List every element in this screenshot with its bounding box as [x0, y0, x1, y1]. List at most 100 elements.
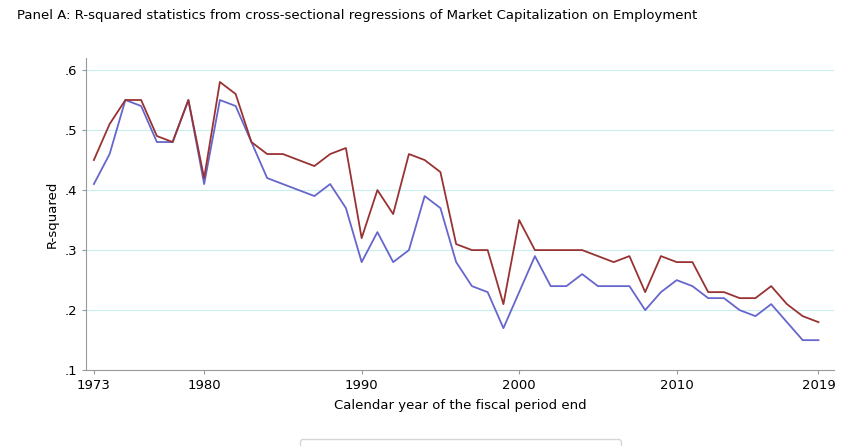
Industrial Firms	[609, 284, 619, 289]
Industrial Firms	[246, 139, 256, 145]
Public Firms	[310, 163, 320, 169]
Industrial Firms	[782, 319, 792, 325]
Industrial Firms	[687, 284, 697, 289]
Industrial Firms	[120, 97, 131, 103]
Public Firms	[482, 248, 493, 253]
Public Firms	[514, 217, 525, 223]
Public Firms	[357, 235, 367, 241]
Public Firms	[325, 151, 335, 157]
Industrial Firms	[467, 284, 477, 289]
Text: Panel A: R-squared statistics from cross-sectional regressions of Market Capital: Panel A: R-squared statistics from cross…	[17, 9, 697, 22]
Industrial Firms	[719, 295, 729, 301]
Public Firms	[104, 121, 114, 127]
Public Firms	[593, 253, 603, 259]
Industrial Firms	[766, 301, 777, 307]
Public Firms	[814, 319, 824, 325]
Industrial Firms	[199, 182, 209, 187]
Industrial Firms	[562, 284, 572, 289]
Industrial Firms	[545, 284, 556, 289]
Industrial Firms	[593, 284, 603, 289]
Public Firms	[451, 241, 461, 247]
Public Firms	[388, 211, 398, 217]
Industrial Firms	[703, 295, 713, 301]
Industrial Firms	[734, 307, 745, 313]
Industrial Firms	[498, 326, 508, 331]
Public Firms	[545, 248, 556, 253]
Industrial Firms	[293, 187, 304, 193]
Industrial Firms	[750, 314, 760, 319]
Industrial Firms	[89, 182, 99, 187]
Public Firms	[766, 284, 777, 289]
Public Firms	[341, 145, 351, 151]
Industrial Firms	[215, 97, 225, 103]
Public Firms	[199, 175, 209, 181]
Public Firms	[797, 314, 808, 319]
Industrial Firms	[278, 182, 288, 187]
Public Firms	[215, 79, 225, 85]
Public Firms	[293, 157, 304, 163]
Public Firms	[467, 248, 477, 253]
Industrial Firms	[530, 253, 540, 259]
Public Firms	[719, 289, 729, 295]
Public Firms	[687, 260, 697, 265]
Industrial Firms	[168, 139, 178, 145]
Public Firms	[372, 187, 383, 193]
Industrial Firms	[672, 277, 682, 283]
Industrial Firms	[325, 182, 335, 187]
Public Firms	[624, 253, 635, 259]
Industrial Firms	[403, 248, 414, 253]
Public Firms	[577, 248, 587, 253]
Industrial Firms	[577, 272, 587, 277]
Industrial Firms	[183, 97, 194, 103]
Industrial Firms	[514, 289, 525, 295]
Industrial Firms	[482, 289, 493, 295]
Industrial Firms	[656, 289, 667, 295]
Industrial Firms	[797, 338, 808, 343]
Public Firms	[640, 289, 650, 295]
Industrial Firms	[388, 260, 398, 265]
Public Firms	[120, 97, 131, 103]
Public Firms	[530, 248, 540, 253]
Industrial Firms	[435, 206, 445, 211]
Public Firms	[498, 301, 508, 307]
Public Firms	[151, 133, 162, 139]
Public Firms	[782, 301, 792, 307]
Public Firms	[672, 260, 682, 265]
Industrial Firms	[262, 175, 273, 181]
Industrial Firms	[814, 338, 824, 343]
Public Firms	[703, 289, 713, 295]
Industrial Firms	[451, 260, 461, 265]
Industrial Firms	[310, 194, 320, 199]
Public Firms	[89, 157, 99, 163]
Industrial Firms	[357, 260, 367, 265]
Public Firms	[278, 151, 288, 157]
X-axis label: Calendar year of the fiscal period end: Calendar year of the fiscal period end	[334, 399, 587, 412]
Industrial Firms	[136, 103, 146, 109]
Public Firms	[562, 248, 572, 253]
Industrial Firms	[640, 307, 650, 313]
Industrial Firms	[151, 139, 162, 145]
Public Firms	[609, 260, 619, 265]
Industrial Firms	[341, 206, 351, 211]
Public Firms	[435, 169, 445, 175]
Public Firms	[734, 295, 745, 301]
Public Firms	[262, 151, 273, 157]
Public Firms	[750, 295, 760, 301]
Line: Public Firms: Public Firms	[94, 82, 819, 322]
Y-axis label: R-squared: R-squared	[46, 180, 58, 248]
Public Firms	[230, 91, 241, 97]
Public Firms	[656, 253, 667, 259]
Public Firms	[403, 151, 414, 157]
Public Firms	[183, 97, 194, 103]
Industrial Firms	[372, 229, 383, 235]
Line: Industrial Firms: Industrial Firms	[94, 100, 819, 340]
Industrial Firms	[104, 151, 114, 157]
Industrial Firms	[230, 103, 241, 109]
Industrial Firms	[420, 194, 430, 199]
Legend: Industrial Firms, Public Firms: Industrial Firms, Public Firms	[299, 439, 621, 446]
Public Firms	[168, 139, 178, 145]
Public Firms	[136, 97, 146, 103]
Industrial Firms	[624, 284, 635, 289]
Public Firms	[420, 157, 430, 163]
Public Firms	[246, 139, 256, 145]
